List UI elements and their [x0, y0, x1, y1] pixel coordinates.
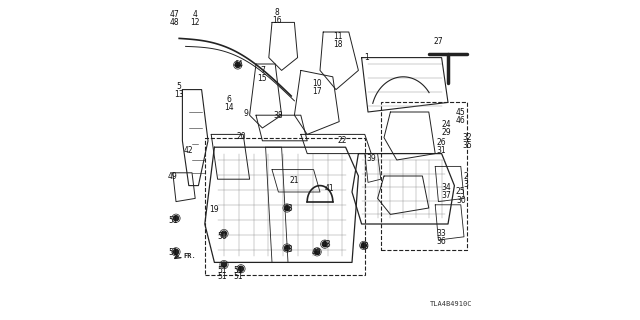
Circle shape — [315, 249, 320, 254]
Bar — [381, 102, 467, 250]
Text: 17: 17 — [312, 87, 322, 96]
Text: 24: 24 — [442, 120, 451, 129]
Text: 13: 13 — [174, 90, 184, 99]
Text: 46: 46 — [456, 116, 466, 124]
Circle shape — [323, 242, 328, 247]
Text: 4: 4 — [193, 10, 198, 19]
Circle shape — [362, 243, 367, 248]
Text: 35: 35 — [462, 141, 472, 150]
Text: 18: 18 — [333, 40, 342, 49]
Circle shape — [285, 245, 290, 251]
Text: 14: 14 — [224, 103, 234, 112]
Text: 51: 51 — [234, 272, 243, 281]
Text: 39: 39 — [366, 154, 376, 163]
Text: 32: 32 — [462, 133, 472, 142]
Text: 42: 42 — [183, 146, 193, 155]
Text: 20: 20 — [237, 132, 246, 140]
Text: 41: 41 — [324, 184, 335, 193]
Bar — [205, 138, 365, 275]
Text: 12: 12 — [191, 18, 200, 27]
Text: 15: 15 — [257, 74, 268, 83]
Text: 6: 6 — [227, 95, 231, 104]
Text: 43: 43 — [283, 245, 293, 254]
Text: 44: 44 — [234, 60, 243, 68]
Circle shape — [221, 231, 227, 236]
Text: 7: 7 — [260, 66, 265, 75]
Text: 45: 45 — [456, 108, 466, 116]
Text: 51: 51 — [218, 272, 227, 281]
Text: 37: 37 — [442, 191, 451, 200]
Text: 19: 19 — [209, 205, 220, 214]
Text: 51: 51 — [168, 216, 178, 225]
Circle shape — [173, 216, 179, 221]
Text: 26: 26 — [436, 138, 446, 147]
Text: 31: 31 — [436, 146, 446, 155]
Text: 16: 16 — [272, 16, 282, 25]
Text: 38: 38 — [273, 111, 284, 120]
Text: FR.: FR. — [183, 253, 196, 259]
Text: 50: 50 — [218, 232, 227, 241]
Text: 10: 10 — [312, 79, 322, 88]
Text: 33: 33 — [436, 229, 446, 238]
Text: 34: 34 — [442, 183, 451, 192]
Text: 3: 3 — [463, 180, 468, 188]
Text: 2: 2 — [463, 172, 468, 180]
Text: TLA4B4910C: TLA4B4910C — [429, 301, 472, 307]
Text: 11: 11 — [333, 32, 342, 41]
Text: 51: 51 — [218, 266, 227, 275]
Text: 47: 47 — [170, 10, 179, 19]
Text: 29: 29 — [442, 128, 451, 137]
Circle shape — [236, 62, 241, 68]
Text: 43: 43 — [321, 240, 332, 249]
Text: 8: 8 — [275, 8, 279, 17]
Text: 51: 51 — [168, 248, 178, 257]
Text: 40: 40 — [312, 248, 322, 257]
Text: 51: 51 — [234, 266, 243, 275]
Text: 48: 48 — [170, 18, 179, 27]
Text: 9: 9 — [244, 109, 249, 118]
Text: 27: 27 — [433, 37, 444, 46]
Text: 49: 49 — [168, 172, 178, 180]
Circle shape — [221, 262, 227, 267]
Circle shape — [285, 205, 290, 211]
Text: 25: 25 — [456, 188, 466, 196]
Text: 1: 1 — [364, 53, 369, 62]
Circle shape — [173, 249, 179, 254]
Text: 43: 43 — [360, 242, 370, 251]
Text: 43: 43 — [283, 204, 293, 212]
Text: 22: 22 — [338, 136, 347, 145]
Text: 36: 36 — [436, 237, 446, 246]
Circle shape — [239, 266, 244, 271]
Text: 30: 30 — [456, 196, 466, 204]
Text: 5: 5 — [177, 82, 182, 91]
Text: 21: 21 — [290, 176, 299, 185]
